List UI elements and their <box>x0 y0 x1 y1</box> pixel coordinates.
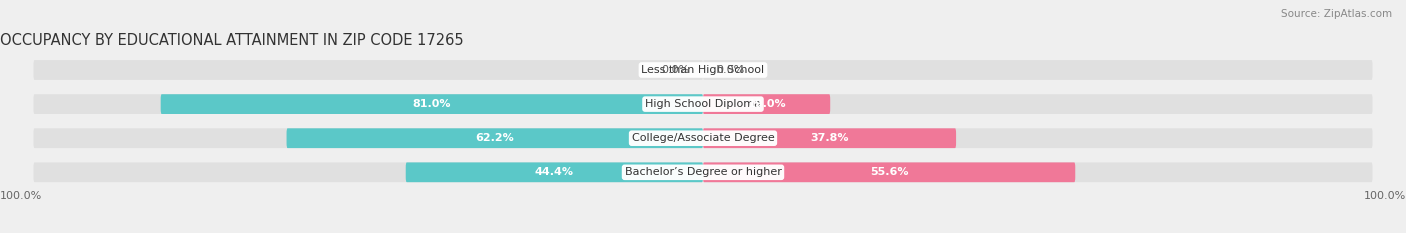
Text: 37.8%: 37.8% <box>810 133 849 143</box>
FancyBboxPatch shape <box>703 162 1076 182</box>
Text: 19.0%: 19.0% <box>748 99 786 109</box>
Text: 62.2%: 62.2% <box>475 133 515 143</box>
FancyBboxPatch shape <box>34 60 703 80</box>
FancyBboxPatch shape <box>406 162 703 182</box>
FancyBboxPatch shape <box>287 128 703 148</box>
Text: 44.4%: 44.4% <box>534 167 574 177</box>
Text: 100.0%: 100.0% <box>1364 191 1406 201</box>
Text: High School Diploma: High School Diploma <box>645 99 761 109</box>
FancyBboxPatch shape <box>160 94 703 114</box>
Text: Bachelor’s Degree or higher: Bachelor’s Degree or higher <box>624 167 782 177</box>
Text: College/Associate Degree: College/Associate Degree <box>631 133 775 143</box>
Text: OCCUPANCY BY EDUCATIONAL ATTAINMENT IN ZIP CODE 17265: OCCUPANCY BY EDUCATIONAL ATTAINMENT IN Z… <box>0 33 464 48</box>
Text: 0.0%: 0.0% <box>661 65 689 75</box>
FancyBboxPatch shape <box>703 128 1372 148</box>
FancyBboxPatch shape <box>34 162 703 182</box>
Text: Source: ZipAtlas.com: Source: ZipAtlas.com <box>1281 9 1392 19</box>
FancyBboxPatch shape <box>703 128 956 148</box>
Text: 81.0%: 81.0% <box>412 99 451 109</box>
FancyBboxPatch shape <box>34 128 703 148</box>
FancyBboxPatch shape <box>703 162 1372 182</box>
FancyBboxPatch shape <box>34 94 703 114</box>
Text: 55.6%: 55.6% <box>870 167 908 177</box>
FancyBboxPatch shape <box>703 60 1372 80</box>
Text: Less than High School: Less than High School <box>641 65 765 75</box>
Text: 100.0%: 100.0% <box>0 191 42 201</box>
FancyBboxPatch shape <box>703 94 830 114</box>
Text: 0.0%: 0.0% <box>717 65 745 75</box>
FancyBboxPatch shape <box>703 94 1372 114</box>
